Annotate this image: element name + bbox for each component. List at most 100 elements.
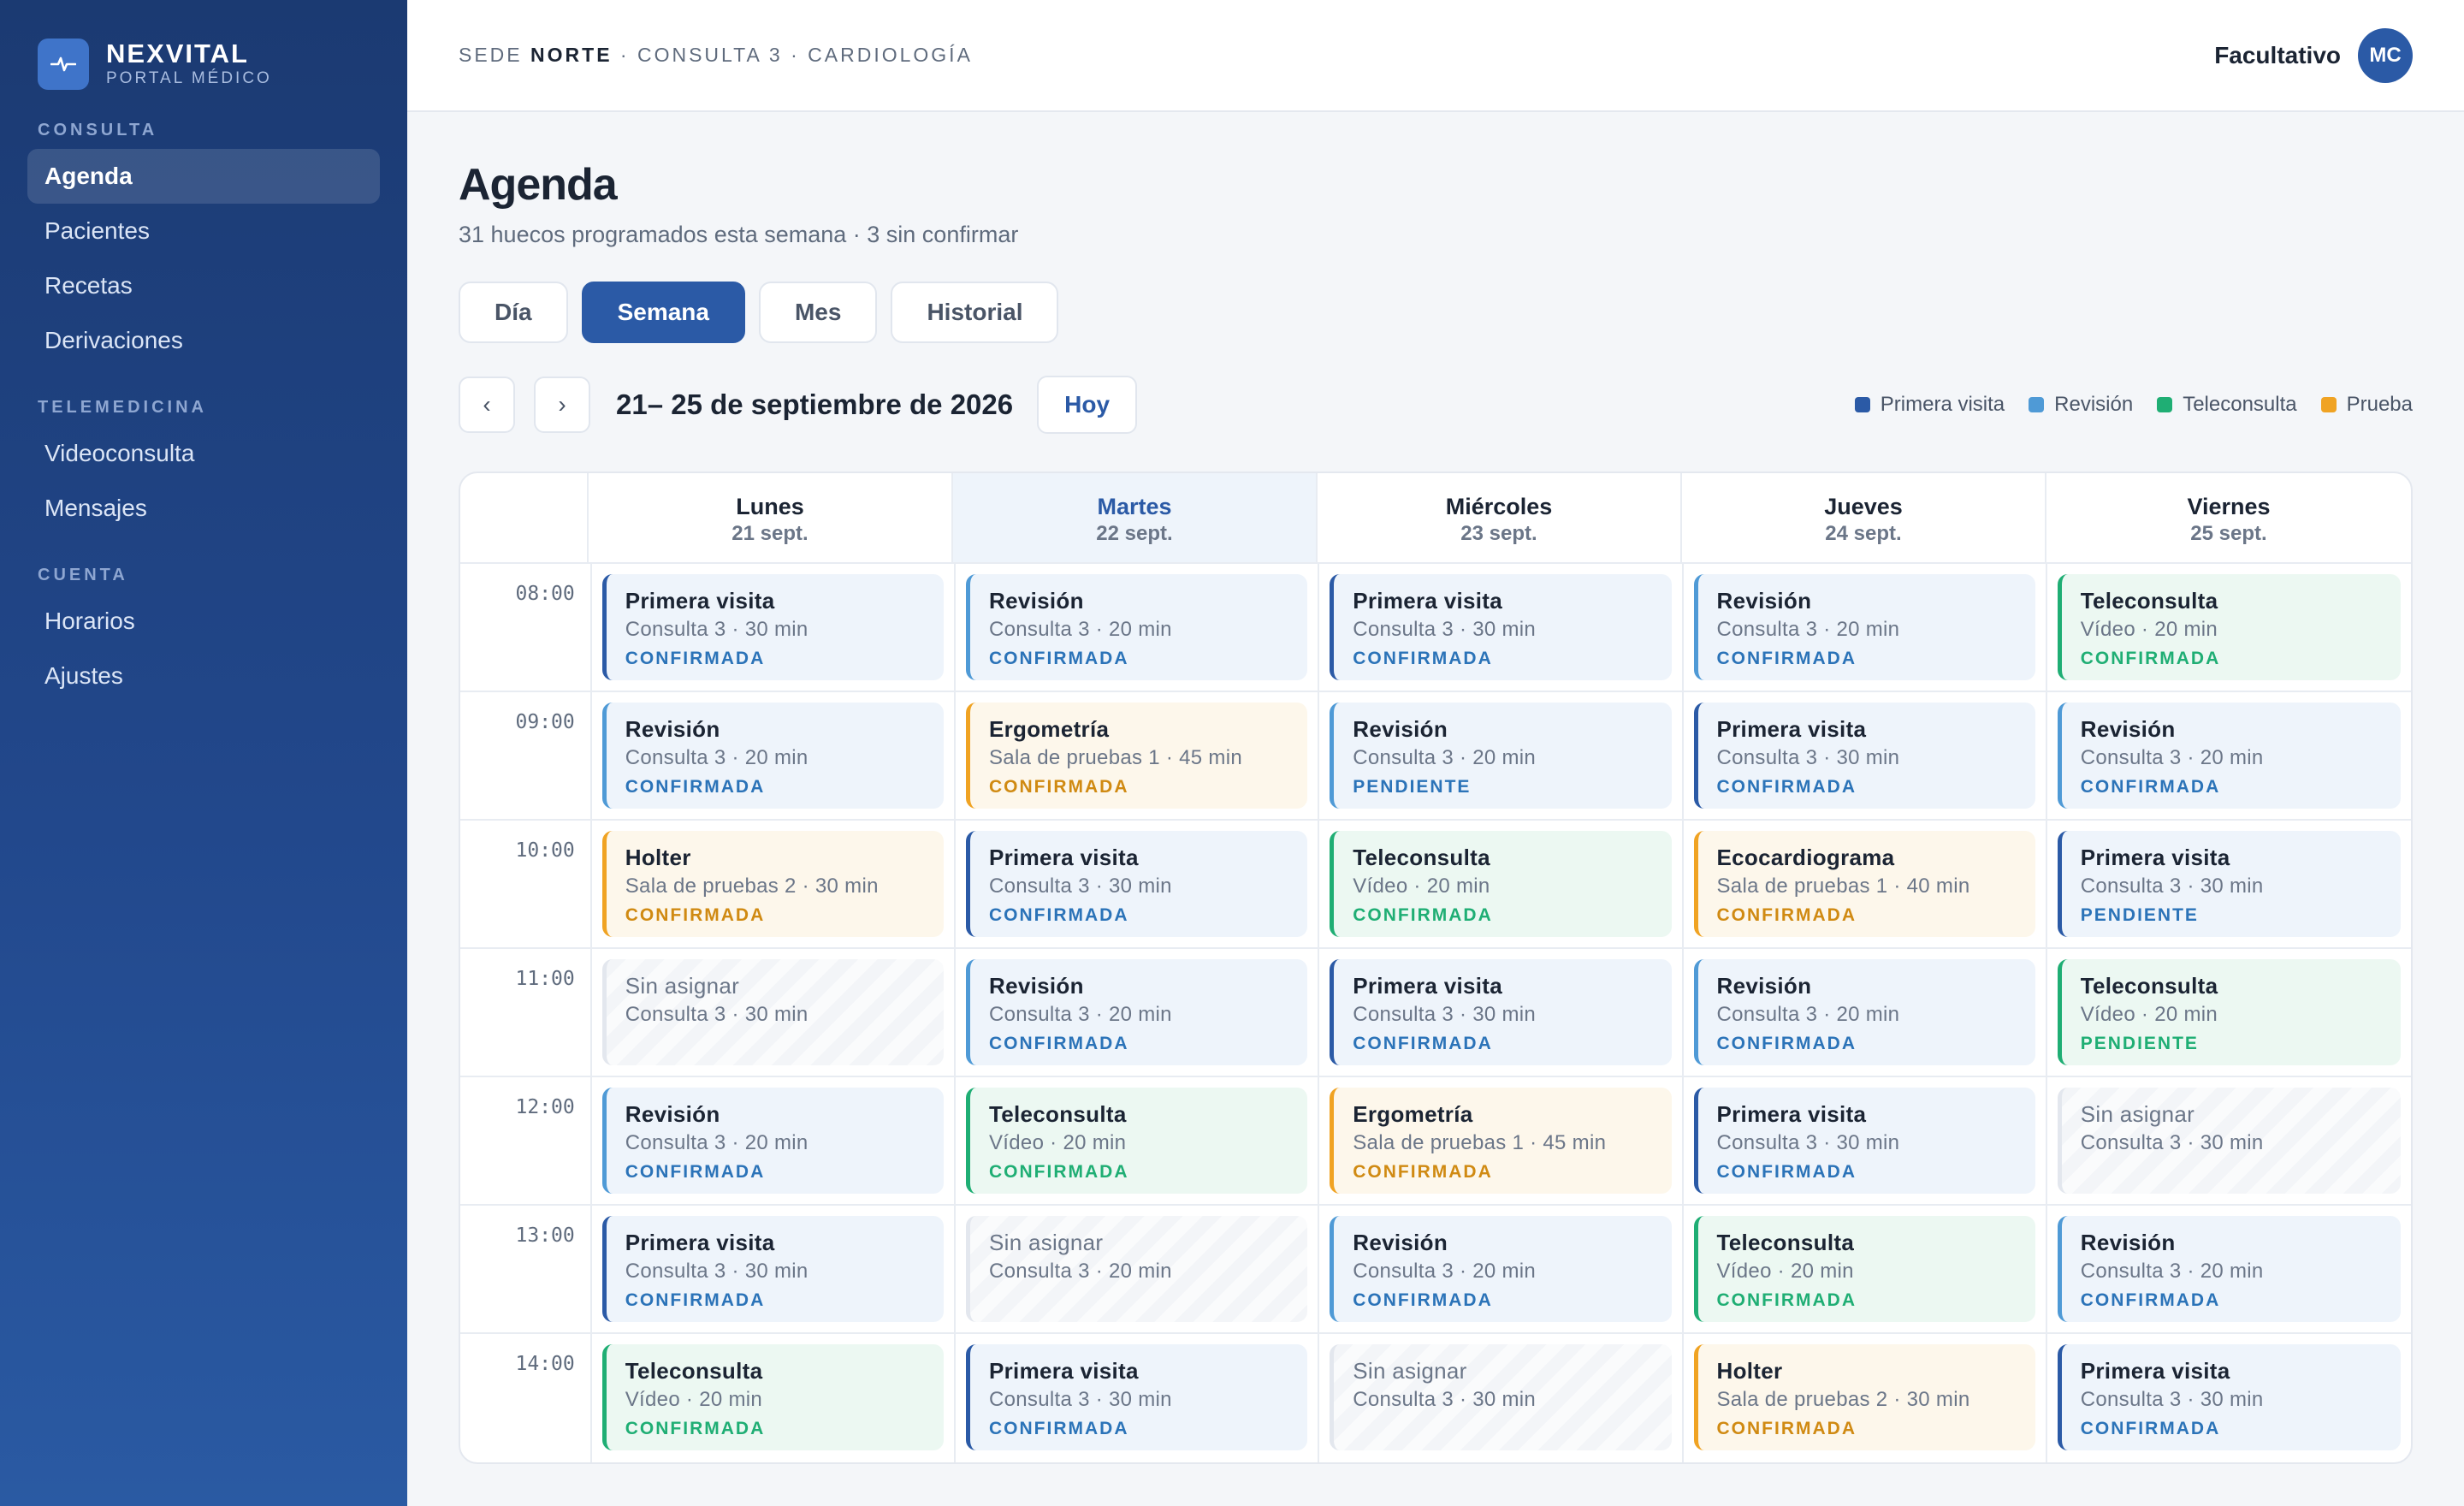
heartbeat-icon (38, 39, 89, 90)
appointment-slot[interactable]: Holter Sala de pruebas 2 · 30 min CONFIRMA… (1693, 1344, 2035, 1450)
tab-dia[interactable]: Día (459, 282, 568, 343)
slot-cell: Teleconsulta Vídeo · 20 min CONFIRMADA (1684, 1206, 2047, 1332)
slot-title: Revisión (1353, 1230, 1448, 1255)
appointment-slot[interactable]: Teleconsulta Vídeo · 20 min CONFIRMADA (966, 1088, 1308, 1194)
page-subtitle: 31 huecos programados esta semana · 3 si… (459, 222, 1019, 247)
appointment-slot[interactable]: Ergometría Sala de pruebas 1 · 45 min CONF… (966, 703, 1308, 809)
appointment-slot[interactable]: Revisión Consulta 3 · 20 min CONFIRMADA (1693, 574, 2035, 680)
nav-section-telemedicina: TELEMEDICINA (38, 398, 207, 417)
day-header[interactable]: Miércoles 23 sept. (1318, 473, 1682, 562)
slot-detail: Vídeo · 20 min (1353, 875, 1490, 898)
main-content: Agenda 31 huecos programados esta semana… (459, 112, 2413, 1464)
appointment-slot[interactable]: Primera visita Consulta 3 · 30 min CONFIRM… (966, 831, 1308, 937)
appointment-slot[interactable]: Teleconsulta Vídeo · 20 min PENDIENTE (2057, 959, 2401, 1065)
slot-title: Ergometría (989, 716, 1110, 742)
sidebar-item-pacientes[interactable]: Pacientes (44, 217, 150, 244)
appointment-slot[interactable]: Revisión Consulta 3 · 20 min CONFIRMADA (2057, 703, 2401, 809)
sidebar-item-derivaciones[interactable]: Derivaciones (44, 327, 183, 353)
appointment-slot[interactable]: Revisión Consulta 3 · 20 min CONFIRMADA (966, 574, 1308, 680)
appointment-slot[interactable]: Teleconsulta Vídeo · 20 min CONFIRMADA (1330, 831, 1672, 937)
status-badge: CONFIRMADA (1353, 649, 1493, 668)
slot-detail: Consulta 3 · 30 min (1353, 1388, 1537, 1411)
appointment-slot[interactable]: Primera visita Consulta 3 · 30 min PENDIEN… (2057, 831, 2401, 937)
appointment-slot[interactable]: Revisión Consulta 3 · 20 min CONFIRMADA (601, 1088, 944, 1194)
slot-title: Revisión (989, 588, 1084, 614)
day-header[interactable]: Viernes 25 sept. (2046, 473, 2411, 562)
slot-cell: Teleconsulta Vídeo · 20 min PENDIENTE (2047, 949, 2411, 1076)
slot-detail: Consulta 3 · 30 min (989, 875, 1172, 898)
legend-swatch (2157, 397, 2173, 412)
slot-detail: Consulta 3 · 30 min (2080, 1131, 2264, 1154)
brand[interactable]: NEXVITAL PORTAL MÉDICO (38, 38, 380, 91)
slot-detail: Consulta 3 · 20 min (1716, 1003, 1900, 1026)
appointment-slot[interactable]: Revisión Consulta 3 · 20 min CONFIRMADA (966, 959, 1308, 1065)
tab-mes[interactable]: Mes (758, 282, 878, 343)
sidebar-item-ajustes[interactable]: Ajustes (44, 662, 123, 689)
slot-cell: Revisión Consulta 3 · 20 min CONFIRMADA (2047, 1206, 2411, 1332)
appointment-slot[interactable]: Primera visita Consulta 3 · 30 min CONFIRM… (601, 574, 944, 680)
avatar[interactable]: MC (2358, 27, 2413, 83)
appointment-slot[interactable]: Revisión Consulta 3 · 20 min CONFIRMADA (1693, 959, 2035, 1065)
empty-slot[interactable]: Sin asignar Consulta 3 · 20 min (966, 1216, 1308, 1322)
appointment-slot[interactable]: Primera visita Consulta 3 · 30 min CONFIRM… (601, 1216, 944, 1322)
appointment-slot[interactable]: Revisión Consulta 3 · 20 min CONFIRMADA (2057, 1216, 2401, 1322)
next-week-button[interactable]: › (534, 376, 590, 433)
view-switcher: Día Semana Mes Historial (459, 282, 2413, 343)
chevron-left-icon: ‹ (483, 391, 491, 418)
appointment-slot[interactable]: Primera visita Consulta 3 · 30 min CONFIRM… (966, 1344, 1308, 1450)
status-badge: CONFIRMADA (1716, 1034, 1857, 1053)
appointment-slot[interactable]: Teleconsulta Vídeo · 20 min CONFIRMADA (1693, 1216, 2035, 1322)
tab-historial[interactable]: Historial (891, 282, 1059, 343)
slot-detail: Consulta 3 · 30 min (989, 1388, 1172, 1411)
appointment-slot[interactable]: Primera visita Consulta 3 · 30 min CONFIRM… (2057, 1344, 2401, 1450)
empty-slot[interactable]: Sin asignar Consulta 3 · 30 min (2057, 1088, 2401, 1194)
appointment-slot[interactable]: Teleconsulta Vídeo · 20 min CONFIRMADA (2057, 574, 2401, 680)
empty-slot[interactable]: Sin asignar Consulta 3 · 30 min (601, 959, 944, 1065)
empty-slot[interactable]: Sin asignar Consulta 3 · 30 min (1330, 1344, 1672, 1450)
legend-swatch (2029, 397, 2045, 412)
sidebar-item-mensajes[interactable]: Mensajes (44, 495, 147, 521)
breadcrumb-site[interactable]: NORTE (530, 44, 613, 66)
appointment-slot[interactable]: Holter Sala de pruebas 2 · 30 min CONFIRMA… (601, 831, 944, 937)
appointment-slot[interactable]: Revisión Consulta 3 · 20 min PENDIENTE (1330, 703, 1672, 809)
slot-cell: Ergometría Sala de pruebas 1 · 45 min CONF… (1319, 1077, 1684, 1204)
appointment-slot[interactable]: Primera visita Consulta 3 · 30 min CONFIRM… (1693, 1088, 2035, 1194)
appointment-slot[interactable]: Revisión Consulta 3 · 20 min CONFIRMADA (601, 703, 944, 809)
day-header[interactable]: Lunes 21 sept. (589, 473, 953, 562)
legend-item-teleconsulta: Teleconsulta (2157, 393, 2297, 417)
slot-title: Primera visita (989, 1358, 1139, 1384)
time-label: 13:00 (460, 1206, 592, 1332)
status-badge: CONFIRMADA (1716, 905, 1857, 925)
slot-detail: Consulta 3 · 20 min (2080, 746, 2264, 769)
slot-cell: Ecocardiograma Sala de pruebas 1 · 40 min… (1684, 821, 2047, 947)
sidebar-item-horarios[interactable]: Horarios (44, 608, 135, 634)
sidebar-item-recetas[interactable]: Recetas (44, 272, 133, 299)
status-badge: CONFIRMADA (1716, 1419, 1857, 1438)
appointment-slot[interactable]: Teleconsulta Vídeo · 20 min CONFIRMADA (601, 1344, 944, 1450)
appointment-slot[interactable]: Ergometría Sala de pruebas 1 · 45 min CONF… (1330, 1088, 1672, 1194)
slot-title: Teleconsulta (2080, 588, 2218, 614)
sidebar-item-videoconsulta[interactable]: Videoconsulta (44, 440, 195, 466)
time-row: 10:00 Holter Sala de pruebas 2 · 30 min CON… (460, 821, 2411, 949)
appointment-slot[interactable]: Primera visita Consulta 3 · 30 min CONFIRM… (1693, 703, 2035, 809)
day-header[interactable]: Martes 22 sept. (953, 473, 1318, 562)
legend-label: Revisión (2054, 393, 2134, 416)
appointment-slot[interactable]: Primera visita Consulta 3 · 30 min CONFIRM… (1330, 574, 1672, 680)
time-label: 11:00 (460, 949, 592, 1076)
today-button[interactable]: Hoy (1037, 376, 1138, 434)
appointment-slot[interactable]: Ecocardiograma Sala de pruebas 1 · 40 min… (1693, 831, 2035, 937)
tab-semana[interactable]: Semana (581, 282, 745, 343)
breadcrumb: SEDE NORTE · CONSULTA 3 · CARDIOLOGÍA (459, 44, 973, 67)
slot-detail: Consulta 3 · 30 min (625, 1003, 808, 1026)
prev-week-button[interactable]: ‹ (459, 376, 515, 433)
slot-detail: Vídeo · 20 min (989, 1131, 1127, 1154)
slot-cell: Teleconsulta Vídeo · 20 min CONFIRMADA (2047, 564, 2411, 691)
day-header[interactable]: Jueves 24 sept. (1682, 473, 2046, 562)
sidebar-item-agenda[interactable]: Agenda (27, 149, 380, 204)
appointment-slot[interactable]: Primera visita Consulta 3 · 30 min CONFIRM… (1330, 959, 1672, 1065)
slot-title: Teleconsulta (2080, 973, 2218, 999)
slot-title: Primera visita (2080, 845, 2230, 870)
appointment-slot[interactable]: Revisión Consulta 3 · 20 min CONFIRMADA (1330, 1216, 1672, 1322)
slot-detail: Sala de pruebas 1 · 45 min (989, 746, 1242, 769)
slot-detail: Consulta 3 · 20 min (2080, 1260, 2264, 1283)
